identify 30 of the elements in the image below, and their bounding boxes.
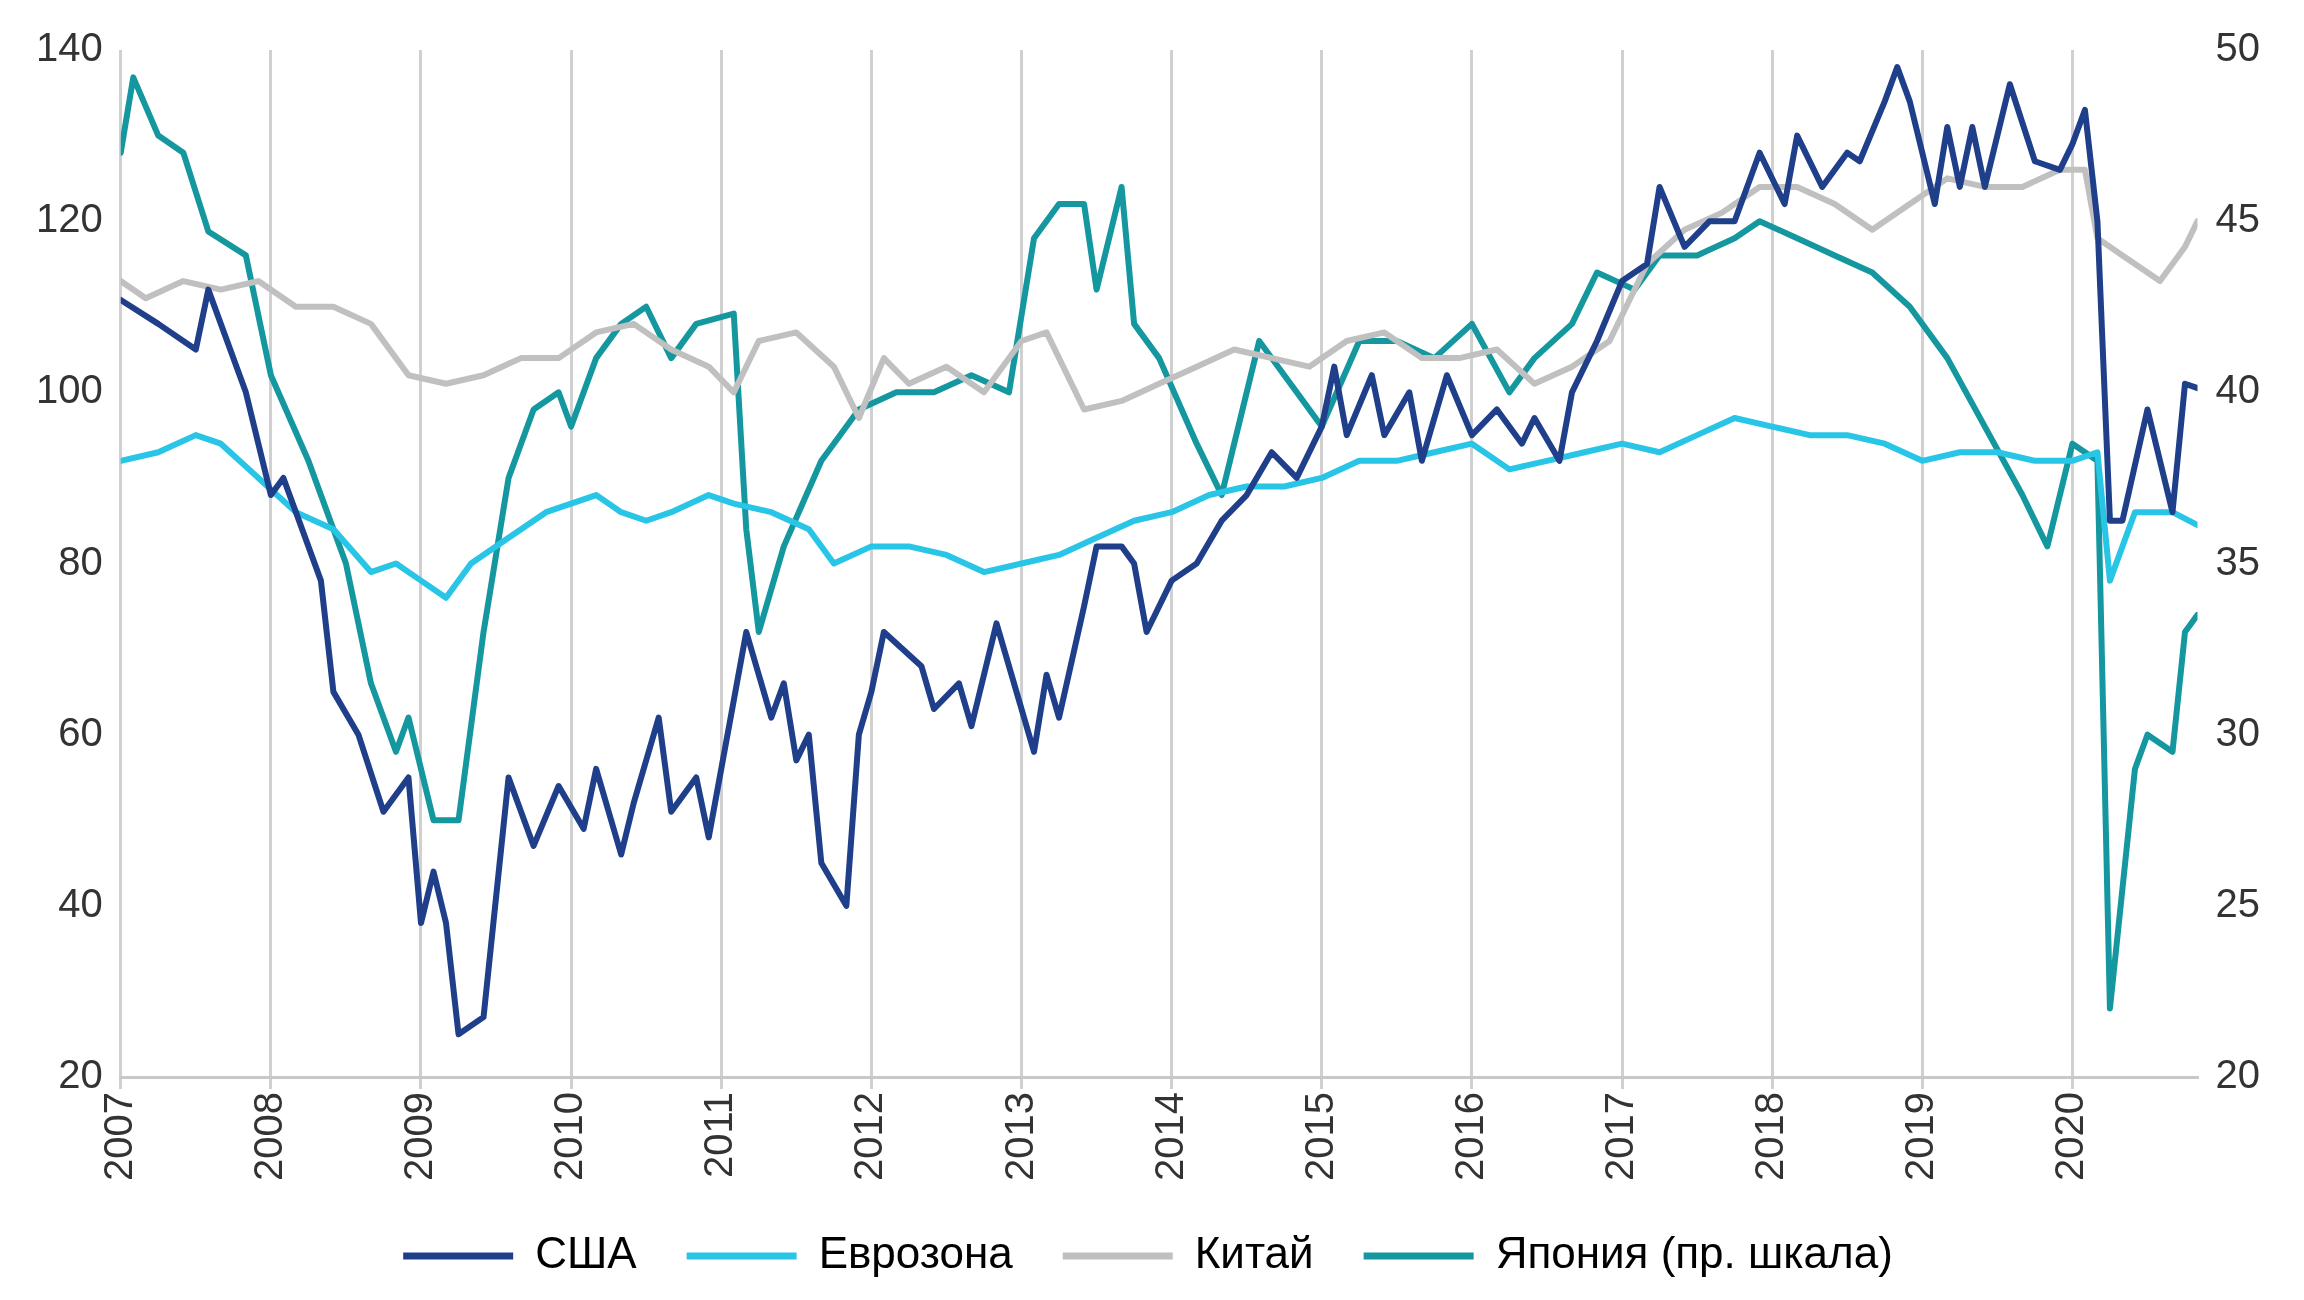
x-tick-label: 2012 (846, 1092, 891, 1181)
y2-tick-label: 25 (2215, 880, 2261, 925)
y-tick-label: 60 (58, 709, 103, 754)
x-tick-label: 2018 (1747, 1092, 1792, 1181)
legend-label: Япония (пр. шкала) (1495, 1228, 1893, 1278)
x-tick-label: 2017 (1597, 1092, 1642, 1181)
x-tick-label: 2008 (245, 1092, 290, 1181)
y2-tick-label: 45 (2215, 196, 2261, 241)
x-tick-label: 2011 (696, 1092, 741, 1179)
y2-tick-label: 30 (2215, 709, 2261, 754)
y-tick-label: 80 (58, 538, 103, 583)
y-tick-label: 40 (58, 880, 103, 925)
y2-tick-label: 50 (2215, 25, 2261, 70)
y2-tick-label: 40 (2215, 367, 2261, 412)
legend-label: США (535, 1228, 638, 1278)
y2-tick-label: 20 (2215, 1052, 2261, 1097)
x-tick-label: 2015 (1296, 1092, 1341, 1181)
x-tick-label: 2019 (1897, 1092, 1942, 1181)
y2-tick-label: 35 (2215, 538, 2261, 583)
legend-label: Еврозона (818, 1228, 1014, 1278)
legend-label: Китай (1194, 1228, 1314, 1278)
x-tick-label: 2009 (396, 1092, 441, 1181)
y-tick-label: 140 (35, 25, 103, 70)
x-tick-label: 2010 (546, 1092, 591, 1181)
x-tick-label: 2014 (1146, 1092, 1191, 1181)
x-tick-label: 2013 (996, 1092, 1041, 1181)
y-tick-label: 120 (35, 196, 103, 241)
x-tick-label: 2020 (2047, 1092, 2092, 1181)
y-tick-label: 100 (35, 367, 103, 412)
x-tick-label: 2016 (1446, 1092, 1491, 1181)
